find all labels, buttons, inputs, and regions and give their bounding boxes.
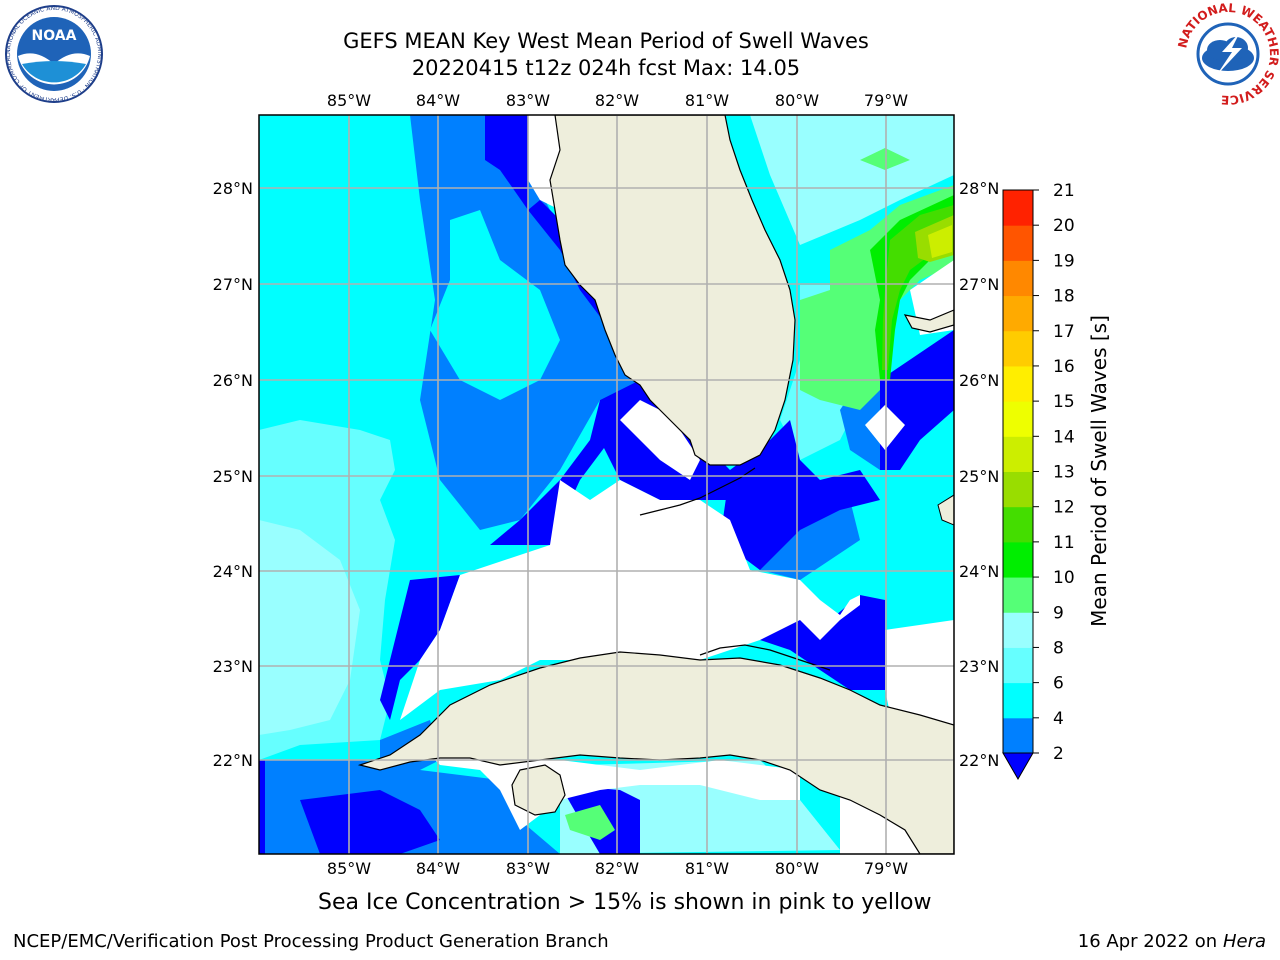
colorbar: [1002, 189, 1034, 781]
field-2-4-tampa: [485, 115, 528, 210]
colorbar-segment: [1003, 225, 1033, 261]
field-2-4-bahamas: [880, 330, 954, 470]
footer-date-text: 16 Apr 2022 on: [1077, 931, 1218, 952]
colorbar-segment: [1003, 295, 1033, 332]
lat-label-left: 22°N: [213, 751, 253, 770]
colorbar-tick-label: 11: [1053, 533, 1075, 553]
field-9-10-north: [860, 148, 910, 170]
colorbar-tick-label: 16: [1053, 357, 1075, 377]
lon-label-bottom: 82°W: [595, 859, 639, 878]
lat-label-left: 23°N: [213, 657, 253, 676]
colorbar-segment: [1003, 260, 1033, 297]
lat-label-left: 25°N: [213, 467, 253, 486]
field-13-14: [928, 225, 952, 258]
colorbar-segment: [1003, 506, 1033, 543]
colorbar-ticks: 21 20 19 18 17 16 15 14 13 12 11 10 9 8 6 4 2: [1033, 181, 1075, 764]
no-data-bahamas-gap: [865, 405, 905, 450]
colorbar-tick-label: 13: [1053, 463, 1075, 483]
colorbar-segment: [1003, 471, 1033, 508]
colorbar-tick-label: 6: [1053, 674, 1064, 694]
field-2-4-gulf-south: [380, 575, 460, 720]
map-frame: [258, 114, 955, 855]
noaa-logo: NATIONAL OCEANIC AND ATMOSPHERIC ADMINIS…: [4, 4, 103, 103]
lat-label-right: 23°N: [959, 657, 999, 676]
lat-label-right: 27°N: [959, 275, 999, 294]
colorbar-segment: [1003, 682, 1033, 719]
land-keys: [639, 467, 756, 516]
field-2-4-straits: [720, 420, 880, 570]
lon-label-bottom: 79°W: [864, 859, 908, 878]
footer-organization: NCEP/EMC/Verification Post Processing Pr…: [13, 931, 609, 952]
land-isla-juventud: [511, 764, 566, 816]
colorbar-label: Mean Period of Swell Waves [s]: [1087, 315, 1111, 627]
land-bahamas: [903, 309, 954, 333]
lat-label-left: 28°N: [213, 179, 253, 198]
colorbar-tick-label: 20: [1053, 216, 1075, 236]
field-6-8-northeast: [750, 115, 954, 245]
colorbar-segment: [1003, 717, 1033, 754]
lon-label-bottom: 84°W: [416, 859, 460, 878]
colorbar-tick-label: 12: [1053, 498, 1075, 518]
lon-label-bottom: 81°W: [685, 859, 729, 878]
lon-label-top: 85°W: [327, 91, 371, 110]
colorbar-segment: [1003, 577, 1033, 613]
lat-label-right: 28°N: [959, 179, 999, 198]
field-9-10-south: [565, 805, 615, 840]
map-title: GEFS MEAN Key West Mean Period of Swell …: [343, 29, 869, 53]
colorbar-tick-label: 17: [1053, 322, 1075, 342]
colorbar-tick-label: 21: [1053, 181, 1075, 201]
lat-label-left: 27°N: [213, 275, 253, 294]
colorbar-tick-label: 18: [1053, 287, 1075, 307]
lon-label-bottom: 83°W: [506, 859, 550, 878]
no-data-south-florida: [620, 400, 700, 480]
graticule: [259, 115, 954, 854]
colorbar-tick-label: 15: [1053, 392, 1075, 412]
field-2-4-westedge: [259, 760, 265, 854]
sea-ice-note: Sea Ice Concentration > 15% is shown in …: [318, 890, 932, 915]
colorbar-tick-label: 10: [1053, 568, 1075, 588]
lat-label-left: 26°N: [213, 371, 253, 390]
lon-label-top: 81°W: [685, 91, 729, 110]
colorbar-extend-arrow: [1002, 752, 1034, 781]
colorbar-tick-label: 9: [1053, 603, 1064, 623]
map-subtitle: 20220415 t12z 024h fcst Max: 14.05: [411, 56, 801, 80]
lon-label-top: 83°W: [506, 91, 550, 110]
colorbar-segment: [1003, 436, 1033, 472]
lon-label-top: 79°W: [864, 91, 908, 110]
lat-label-right: 26°N: [959, 371, 999, 390]
footer-date: 16 Apr 2022 on Hera: [1078, 931, 1266, 952]
lon-label-bottom: 80°W: [775, 859, 819, 878]
land-florida: [549, 115, 796, 466]
colorbar-tick-label: 4: [1053, 709, 1064, 729]
lon-label-top: 80°W: [775, 91, 819, 110]
nws-logo: NATIONAL WEATHER SERVICE: [1176, 2, 1280, 106]
land-cays-north-cuba: [699, 644, 831, 671]
colorbar-segment: [1003, 541, 1033, 578]
colorbar-segment: [1003, 330, 1033, 367]
colorbar-tick-label: 14: [1053, 427, 1075, 447]
lon-label-top: 82°W: [595, 91, 639, 110]
noaa-logo-text: NOAA: [32, 28, 77, 44]
lon-label-bottom: 85°W: [327, 859, 371, 878]
lat-label-right: 25°N: [959, 467, 999, 486]
land-andros: [937, 494, 954, 526]
colorbar-tick-label: 19: [1053, 251, 1075, 271]
colorbar-segment: [1003, 365, 1033, 402]
lon-label-top: 84°W: [416, 91, 460, 110]
footer-host: Hera: [1222, 931, 1266, 952]
lat-label-left: 24°N: [213, 562, 253, 581]
field-8-9-west: [259, 520, 360, 735]
colorbar-segment: [1003, 612, 1033, 648]
lat-label-right: 22°N: [959, 751, 999, 770]
colorbar-segment: [1003, 647, 1033, 684]
colorbar-tick-label: 8: [1053, 638, 1064, 658]
lat-label-right: 24°N: [959, 562, 999, 581]
field-2-4-southwest: [300, 790, 440, 854]
colorbar-segment: [1003, 190, 1033, 226]
colorbar-tick-label: 2: [1053, 744, 1064, 764]
colorbar-segment: [1003, 401, 1033, 437]
no-data-gulf-south: [400, 480, 860, 720]
